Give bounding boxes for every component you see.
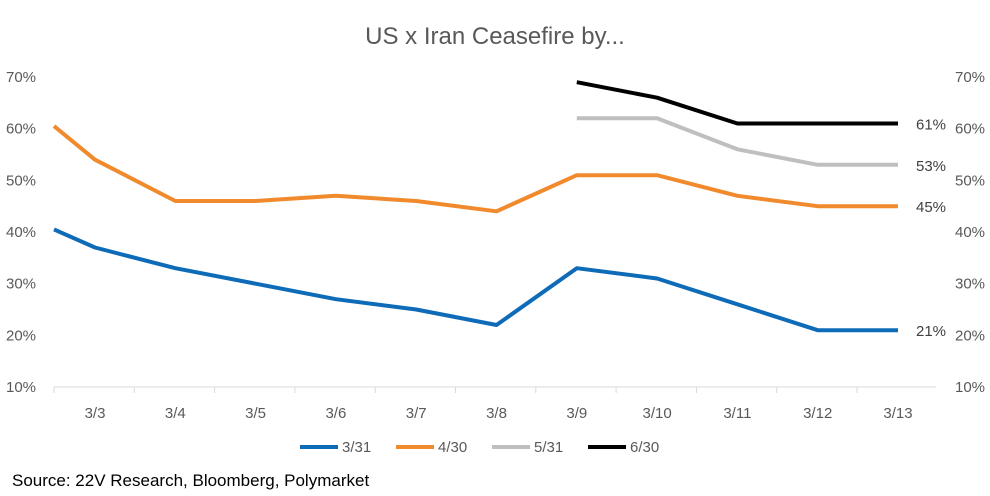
y-tick-label-left: 30%: [6, 276, 36, 293]
x-tick-label: 3/13: [883, 405, 912, 422]
y-tick-label-left: 50%: [6, 172, 36, 189]
x-tick-label: 3/11: [723, 405, 751, 422]
series-line-6-30: [576, 80, 898, 126]
legend-item-3-31: 3/31: [300, 439, 371, 456]
y-tick-label-left: 20%: [6, 327, 36, 344]
end-labels-group: 21% 45% 53% 61%: [916, 117, 946, 341]
y-tick-label-right: 50%: [955, 172, 985, 189]
x-tick-label: 3/8: [486, 405, 507, 422]
legend-label: 5/31: [534, 439, 563, 456]
y-tick-label-right: 60%: [955, 121, 985, 138]
y-tick-label-left: 10%: [6, 379, 36, 396]
y-tick-label-left: 60%: [6, 121, 36, 138]
axes-group: 3/3 3/4 3/5 3/6 3/7 3/8 3/9 3/10 3/11 3/12 3/13 10%…: [6, 69, 985, 422]
series-group: [52, 80, 898, 333]
y-tick-label-left: 70%: [6, 69, 36, 86]
end-value-label: 21%: [916, 323, 946, 340]
y-tick-label-left: 40%: [6, 224, 36, 241]
x-tick-label: 3/10: [642, 405, 671, 422]
series-line-5-31: [576, 116, 898, 167]
series-line-4-30: [52, 124, 898, 214]
end-value-label: 53%: [916, 158, 946, 175]
y-tick-label-right: 40%: [955, 224, 985, 241]
y-tick-label-right: 10%: [955, 379, 985, 396]
y-tick-label-right: 70%: [955, 69, 985, 86]
legend-label: 6/30: [630, 439, 659, 456]
x-tick-label: 3/9: [566, 405, 587, 422]
end-value-label: 61%: [916, 117, 946, 134]
x-tick-label: 3/3: [85, 405, 106, 422]
source-note: Source: 22V Research, Bloomberg, Polymar…: [12, 471, 369, 490]
x-tick-label: 3/4: [165, 405, 186, 422]
y-tick-label-right: 30%: [955, 276, 985, 293]
x-tick-label: 3/6: [325, 405, 346, 422]
legend-item-6-30: 6/30: [588, 439, 659, 456]
chart-title: US x Iran Ceasefire by...: [365, 23, 625, 50]
end-value-label: 45%: [916, 199, 946, 216]
legend: 3/31 4/30 5/31 6/30: [300, 439, 659, 456]
x-tick-label: 3/12: [803, 405, 832, 422]
series-line-3-31: [53, 227, 898, 333]
legend-item-4-30: 4/30: [396, 439, 467, 456]
legend-item-5-31: 5/31: [492, 439, 563, 456]
x-tick-label: 3/7: [406, 405, 427, 422]
y-tick-label-right: 20%: [955, 327, 985, 344]
x-tick-label: 3/5: [245, 405, 266, 422]
legend-label: 4/30: [438, 439, 467, 456]
legend-label: 3/31: [342, 439, 371, 456]
